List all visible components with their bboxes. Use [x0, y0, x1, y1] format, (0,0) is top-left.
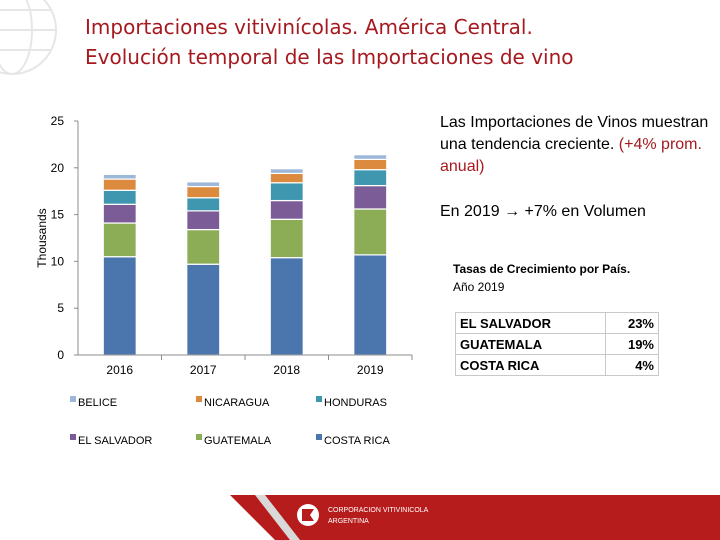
y-tick-label: 15 — [51, 208, 65, 222]
legend-label: GUATEMALA — [204, 435, 272, 447]
bar-segment — [353, 158, 388, 171]
y-tick-label: 0 — [57, 348, 64, 362]
title-line-1: Importaciones vitivinícolas. América Cen… — [85, 15, 533, 39]
bar-segment — [269, 199, 304, 220]
y-axis-label: Thousands — [35, 208, 49, 267]
legend-swatch — [70, 434, 76, 440]
globe-logo-icon — [0, 0, 57, 75]
bar-segment — [353, 154, 388, 160]
rate-cell: 4% — [605, 354, 659, 376]
page-title: Importaciones vitivinícolas. América Cen… — [85, 12, 705, 72]
org-name-line-1: CORPORACION VITIVINICOLA — [328, 507, 429, 514]
legend-swatch — [196, 434, 202, 440]
info-highlight: (+4% prom. anual) — [440, 136, 702, 175]
bar-segment — [102, 173, 137, 180]
growth-rates-table: EL SALVADOR 23% GUATEMALA 19% COSTA RICA… — [454, 312, 659, 376]
rates-year: Año 2019 — [453, 280, 505, 294]
table-row: EL SALVADOR 23% — [454, 312, 659, 334]
bar-segment — [102, 222, 137, 258]
bar-segment — [353, 184, 388, 210]
bar-segment — [186, 210, 221, 231]
bar-segment — [102, 178, 137, 191]
rate-cell: 19% — [605, 333, 659, 355]
bar-segment — [186, 228, 221, 265]
legend-swatch — [316, 396, 322, 402]
x-tick-label: 2016 — [106, 363, 133, 377]
legend-swatch — [70, 396, 76, 402]
info-main-text: Las Importaciones de Vinos muestran una … — [440, 114, 709, 153]
bar-segment — [353, 254, 388, 356]
legend-swatch — [196, 396, 202, 402]
bar-segment — [269, 218, 304, 259]
country-cell: COSTA RICA — [454, 354, 607, 376]
footer-band: CORPORACION VITIVINICOLA ARGENTINA — [0, 495, 720, 540]
growth-statement: En 2019 → +7% en Volumen — [440, 203, 646, 221]
legend-swatch — [316, 434, 322, 440]
legend-label: BELICE — [78, 397, 117, 409]
info-text: Las Importaciones de Vinos muestran una … — [440, 112, 720, 178]
legend-label: COSTA RICA — [324, 435, 390, 447]
rate-cell: 23% — [605, 312, 659, 334]
legend-label: NICARAGUA — [204, 397, 270, 409]
bar-segment — [102, 203, 137, 224]
bar-segment — [186, 181, 221, 188]
y-tick-label: 10 — [51, 254, 65, 268]
bar-segment — [269, 182, 304, 202]
corporation-logo-icon — [297, 504, 319, 526]
bar-segment — [102, 189, 137, 205]
legend-label: HONDURAS — [324, 397, 387, 409]
bar-segment — [102, 256, 137, 356]
table-row: COSTA RICA 4% — [454, 354, 659, 376]
x-tick-label: 2019 — [357, 363, 384, 377]
bar-segment — [269, 172, 304, 184]
y-tick-label: 20 — [51, 161, 65, 175]
bar-segment — [186, 197, 221, 212]
bar-segment — [269, 168, 304, 175]
legend-label: EL SALVADOR — [78, 435, 152, 447]
title-line-2: Evolución temporal de las Importaciones … — [85, 45, 574, 69]
y-tick-label: 5 — [57, 301, 64, 315]
rates-title: Tasas de Crecimiento por País. — [453, 262, 631, 276]
x-tick-label: 2018 — [273, 363, 300, 377]
bar-segment — [353, 169, 388, 187]
bar-segment — [186, 185, 221, 199]
arrow-right-icon: → — [504, 203, 521, 220]
growth-prefix: En 2019 — [440, 203, 500, 220]
bar-segment — [186, 263, 221, 356]
growth-text: +7% en Volumen — [524, 203, 646, 220]
country-cell: GUATEMALA — [454, 333, 607, 355]
y-tick-label: 25 — [51, 114, 65, 128]
org-name-line-2: ARGENTINA — [328, 518, 369, 525]
table-row: GUATEMALA 19% — [454, 333, 659, 355]
bar-segment — [269, 257, 304, 356]
country-cell: EL SALVADOR — [454, 312, 607, 334]
stacked-bar-chart: 0 5 10 15 20 25 Thousands 2016 2017 2018 2019 BELI… — [35, 114, 413, 447]
x-tick-label: 2017 — [190, 363, 217, 377]
bar-segment — [353, 208, 388, 256]
